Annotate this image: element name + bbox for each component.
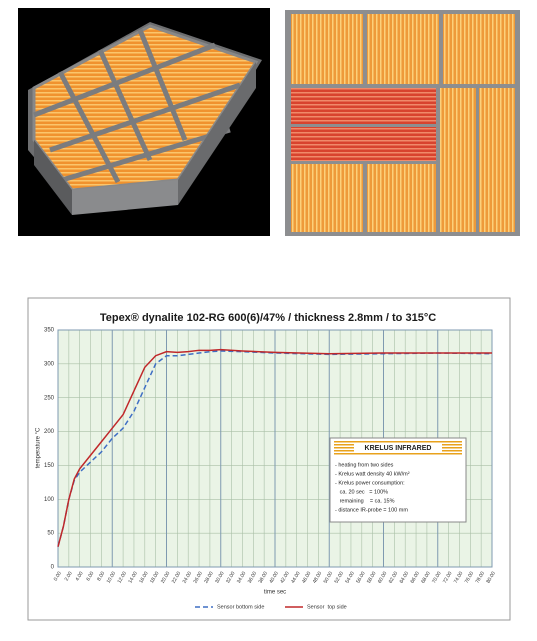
x-tick-label: 80.00 (485, 570, 497, 584)
y-tick-label: 350 (44, 328, 55, 334)
annotation-line: - distance IR-probe = 100 mm (335, 507, 408, 513)
legend-label: Sensor top side (307, 604, 347, 610)
y-axis-label: temperature °C (36, 427, 42, 468)
x-tick-label: 26.00 (192, 570, 204, 584)
x-tick-label: 18.00 (149, 570, 161, 584)
x-tick-label: 16.00 (138, 570, 150, 584)
x-tick-label: 20.00 (160, 570, 172, 584)
annotation-stripe (334, 453, 462, 455)
x-tick-label: 28.00 (203, 570, 215, 584)
x-tick-label: 52.00 (334, 570, 346, 584)
annotation-line: - Krelus watt density 40 kW/m² (335, 471, 410, 477)
x-tick-label: 78.00 (475, 570, 487, 584)
chart-title: Tepex® dynalite 102-RG 600(6)/47% / thic… (100, 312, 436, 324)
x-tick-label: 4.00 (75, 570, 85, 582)
x-tick-label: 22.00 (171, 570, 183, 584)
x-tick-label: 62.00 (388, 570, 400, 584)
x-tick-label: 60.00 (377, 570, 389, 584)
annotation-stripe (334, 441, 462, 443)
x-tick-label: 6.00 (85, 570, 95, 582)
annotation-line: ca. 20 sec = 100% (335, 489, 388, 495)
y-tick-label: 200 (44, 429, 55, 435)
y-tick-label: 250 (44, 395, 55, 401)
annotation-title: KRELUS INFRARED (365, 445, 432, 452)
annotation-line: - Krelus power consumption: (335, 480, 405, 486)
x-tick-label: 0.00 (53, 570, 63, 582)
x-tick-label: 12.00 (117, 570, 129, 584)
heater-photo-left (18, 8, 270, 236)
y-tick-label: 50 (47, 531, 54, 537)
x-tick-label: 66.00 (409, 570, 421, 584)
y-tick-label: 150 (44, 463, 55, 469)
annotation-title-bg (354, 443, 442, 453)
x-tick-label: 36.00 (247, 570, 259, 584)
legend-label: Sensor bottom side (217, 604, 264, 610)
x-tick-label: 46.00 (301, 570, 313, 584)
x-tick-label: 72.00 (442, 570, 454, 584)
x-tick-label: 34.00 (236, 570, 248, 584)
x-tick-label: 38.00 (258, 570, 270, 584)
x-tick-label: 14.00 (127, 570, 139, 584)
y-tick-label: 100 (44, 497, 55, 503)
x-tick-label: 42.00 (279, 570, 291, 584)
x-tick-label: 56.00 (355, 570, 367, 584)
x-tick-label: 24.00 (182, 570, 194, 584)
x-tick-label: 40.00 (268, 570, 280, 584)
x-tick-label: 8.00 (96, 570, 106, 582)
x-tick-label: 54.00 (344, 570, 356, 584)
x-tick-label: 2.00 (64, 570, 74, 582)
x-tick-label: 74.00 (453, 570, 465, 584)
x-tick-label: 70.00 (431, 570, 443, 584)
x-axis-label: time sec (264, 590, 286, 596)
x-tick-label: 76.00 (464, 570, 476, 584)
x-tick-label: 10.00 (106, 570, 118, 584)
x-tick-label: 48.00 (312, 570, 324, 584)
x-tick-label: 32.00 (225, 570, 237, 584)
annotation-line: - heating from two sides (335, 462, 394, 468)
x-tick-label: 50.00 (323, 570, 335, 584)
plot-border (57, 329, 493, 568)
annotation-line: remaining = ca. 15% (335, 498, 395, 504)
y-tick-label: 0 (51, 565, 55, 571)
y-tick-label: 300 (44, 361, 55, 367)
x-tick-label: 44.00 (290, 570, 302, 584)
x-tick-label: 30.00 (214, 570, 226, 584)
heater-photo-right (285, 10, 520, 236)
x-tick-label: 68.00 (420, 570, 432, 584)
series-line (57, 350, 493, 547)
series-line (57, 348, 492, 547)
x-tick-label: 64.00 (399, 570, 411, 584)
x-tick-label: 58.00 (366, 570, 378, 584)
